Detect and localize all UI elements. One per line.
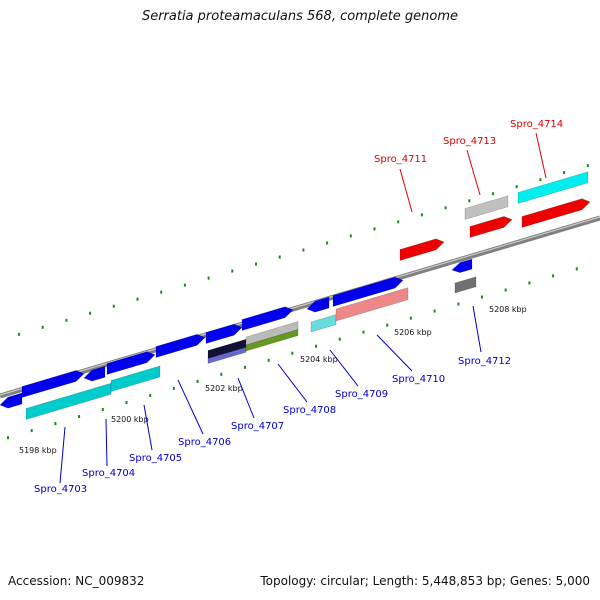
gene-label-spro-4705: Spro_4705 [129,453,182,464]
gene-label-spro-4712: Spro_4712 [458,356,511,367]
gene-block [106,351,156,375]
gene-spro-4714 [521,198,591,228]
tick-marks [7,164,589,440]
leader-line [535,132,547,179]
gene-grey-box [464,195,509,220]
leader-lines [59,132,547,484]
scale-label-5198: 5198 kbp [19,446,57,455]
gene-label-spro-4714: Spro_4714 [510,119,563,130]
gene-label-spro-4711: Spro_4711 [374,154,427,165]
scale-label-5206: 5206 kbp [394,328,432,337]
gene-cyan-box [517,171,589,204]
topology-text: Topology: circular; Length: 5,448,853 bp… [260,574,590,588]
gene-spro-4712 [451,258,473,273]
gene-label-spro-4707: Spro_4707 [231,421,284,432]
gene-block [155,334,206,358]
scale-label-5204: 5204 kbp [300,355,338,364]
leader-line [399,168,413,213]
leader-line [472,305,482,353]
scale-label-5202: 5202 kbp [205,384,243,393]
gene-blocks [0,171,591,420]
gene-spro-4709 [310,314,337,333]
backbone-line [0,215,600,399]
gene-label-spro-4708: Spro_4708 [283,405,336,416]
scale-label-5200: 5200 kbp [111,415,149,424]
gene-block [83,365,106,382]
leader-line [277,363,308,403]
gene-spro-4711 [399,238,445,261]
leader-line [376,334,413,372]
gene-spro-4705 [110,365,161,392]
map-title: Serratia proteamaculans 568, complete ge… [141,9,459,24]
gene-spro-4710 [335,287,409,322]
backbone-highlight [0,216,600,396]
gene-block [241,306,294,331]
leader-line [105,418,108,467]
gene-grey [454,276,477,294]
leader-line [466,149,481,196]
leader-line [143,404,153,451]
gene-block [21,370,85,398]
gene-label-spro-4704: Spro_4704 [82,468,135,479]
gene-label-spro-4709: Spro_4709 [335,389,388,400]
gene-spro-4707b [207,346,247,364]
gene-label-spro-4713: Spro_4713 [443,136,496,147]
gene-spro-4703 [25,382,112,420]
gene-spro-4708b [245,329,299,352]
leader-line [237,377,255,419]
leader-line [177,379,204,435]
gene-block [332,276,404,307]
gene-block [306,296,330,313]
leader-line [329,349,359,387]
gene-label-spro-4710: Spro_4710 [392,374,445,385]
scale-label-5208: 5208 kbp [489,305,527,314]
gene-block [0,392,23,409]
gene-label-spro-4703: Spro_4703 [34,484,87,495]
leader-line [59,426,66,484]
accession-text: Accession: NC_009832 [8,574,145,588]
gene-label-spro-4706: Spro_4706 [178,437,231,448]
gene-spro-4713 [469,216,513,238]
gene-block [205,323,243,344]
